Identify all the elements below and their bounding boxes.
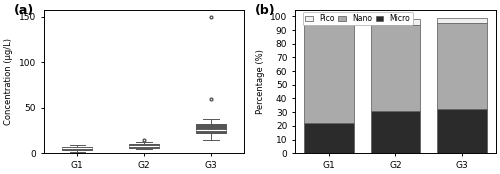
Bar	[370, 25, 420, 111]
Y-axis label: Concentration (μg/L): Concentration (μg/L)	[4, 38, 13, 125]
PathPatch shape	[129, 144, 159, 148]
Bar	[437, 23, 486, 109]
Bar	[437, 109, 486, 153]
Text: (a): (a)	[14, 4, 34, 17]
Bar	[304, 16, 354, 23]
Bar	[437, 18, 486, 23]
PathPatch shape	[62, 147, 92, 150]
Bar	[370, 19, 420, 25]
Bar	[304, 23, 354, 123]
Y-axis label: Percentage (%): Percentage (%)	[256, 49, 264, 114]
PathPatch shape	[196, 124, 226, 133]
Bar	[304, 123, 354, 153]
Legend: Pico, Nano, Micro: Pico, Nano, Micro	[303, 12, 412, 26]
Text: (b): (b)	[255, 4, 276, 17]
Bar	[370, 111, 420, 153]
